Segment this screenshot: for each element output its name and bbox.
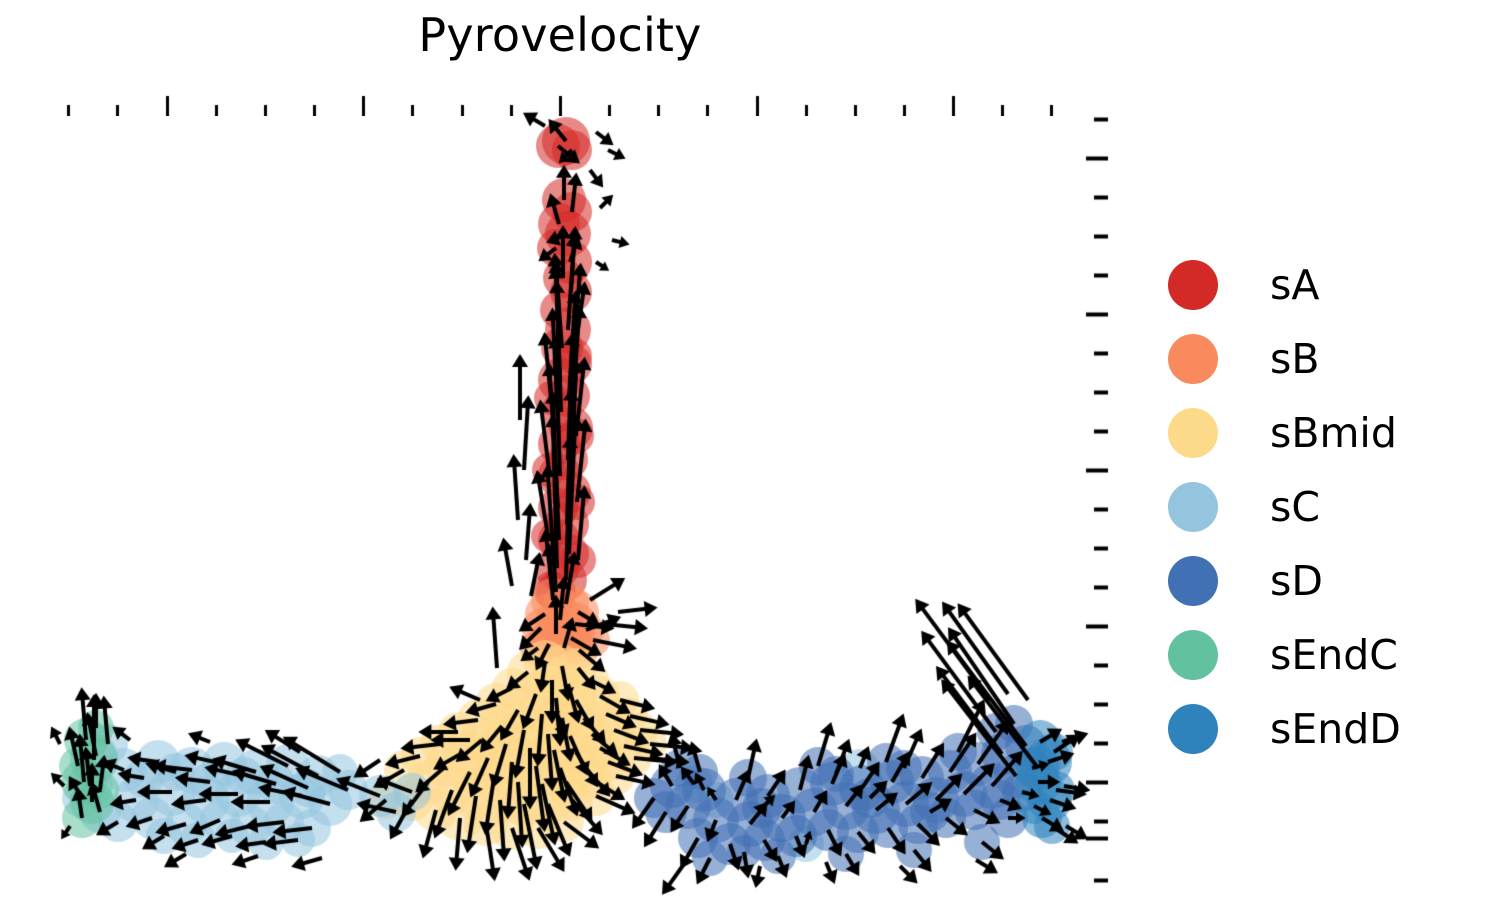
legend-item-sd[interactable]: sD — [1168, 544, 1401, 618]
legend-item-sendc[interactable]: sEndC — [1168, 618, 1401, 692]
legend-label: sEndD — [1270, 704, 1401, 753]
legend: sA sB sBmid sC sD sEndC sEndD — [1168, 248, 1401, 766]
legend-item-sb[interactable]: sB — [1168, 322, 1401, 396]
legend-label: sEndC — [1270, 630, 1398, 679]
legend-item-sbmid[interactable]: sBmid — [1168, 396, 1401, 470]
legend-swatch-sb — [1168, 334, 1218, 384]
legend-swatch-sc — [1168, 482, 1218, 532]
right-axis-ticks — [1080, 100, 1120, 900]
legend-label: sD — [1270, 556, 1323, 605]
legend-item-sa[interactable]: sA — [1168, 248, 1401, 322]
legend-item-sendd[interactable]: sEndD — [1168, 692, 1401, 766]
velocity-scatter-plot[interactable] — [0, 100, 1090, 923]
legend-swatch-sd — [1168, 556, 1218, 606]
page-title: Pyrovelocity — [418, 8, 702, 62]
legend-swatch-sendc — [1168, 630, 1218, 680]
legend-swatch-sa — [1168, 260, 1218, 310]
legend-label: sA — [1270, 260, 1320, 309]
legend-item-sc[interactable]: sC — [1168, 470, 1401, 544]
legend-label: sB — [1270, 334, 1320, 383]
legend-label: sBmid — [1270, 408, 1397, 457]
legend-swatch-sendd — [1168, 704, 1218, 754]
legend-label: sC — [1270, 482, 1320, 531]
legend-swatch-sbmid — [1168, 408, 1218, 458]
